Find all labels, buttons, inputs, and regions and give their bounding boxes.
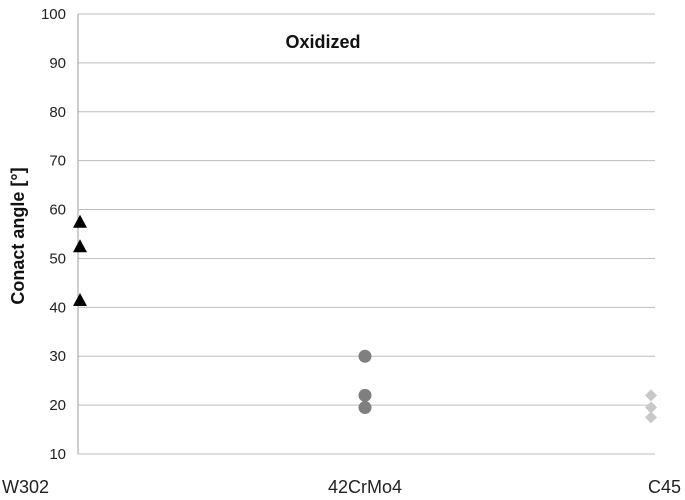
gridlines bbox=[78, 13, 655, 455]
x-category-label-c45: C45 bbox=[648, 477, 681, 497]
chart-title: Oxidized bbox=[285, 32, 360, 52]
y-axis-label: Conact angle [°] bbox=[8, 167, 28, 304]
y-tick-label-40: 40 bbox=[49, 299, 66, 316]
y-tick-label-50: 50 bbox=[49, 250, 66, 267]
point-42crmo4-3 bbox=[358, 401, 372, 415]
x-category-labels: W302 42CrMo4 C45 bbox=[2, 477, 681, 497]
y-tick-label-100: 100 bbox=[41, 6, 66, 23]
data-points bbox=[73, 214, 657, 424]
x-category-label-w302: W302 bbox=[2, 477, 49, 497]
y-tick-label-90: 90 bbox=[49, 55, 66, 72]
point-w302-1 bbox=[73, 214, 87, 228]
point-c45-1 bbox=[645, 389, 657, 402]
y-tick-label-30: 30 bbox=[49, 348, 66, 365]
point-c45-2 bbox=[645, 401, 657, 414]
y-tick-label-10: 10 bbox=[49, 446, 66, 463]
point-w302-2 bbox=[73, 239, 87, 253]
y-tick-label-20: 20 bbox=[49, 397, 66, 414]
x-category-label-42crmo4: 42CrMo4 bbox=[328, 477, 402, 497]
point-w302-3 bbox=[73, 293, 87, 306]
y-tick-labels: 10 20 30 40 50 60 70 80 90 100 bbox=[41, 6, 66, 463]
point-42crmo4-1 bbox=[358, 349, 372, 363]
point-42crmo4-2 bbox=[358, 388, 372, 402]
y-tick-label-80: 80 bbox=[49, 104, 66, 121]
y-tick-label-60: 60 bbox=[49, 202, 66, 219]
point-c45-3 bbox=[645, 411, 657, 424]
y-tick-label-70: 70 bbox=[49, 153, 66, 170]
